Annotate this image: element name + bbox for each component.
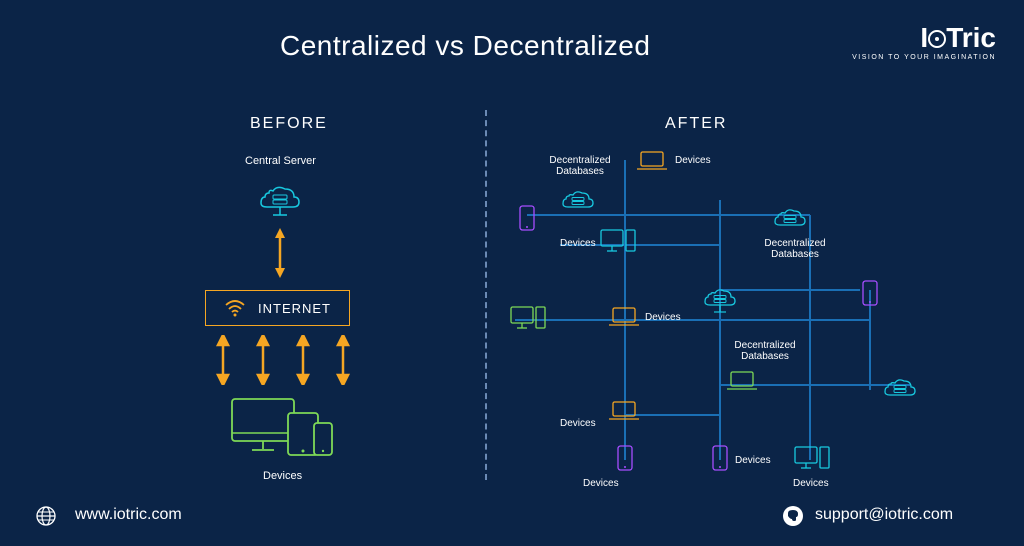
cloud-db-icon <box>558 182 598 216</box>
cloud-db-icon-4 <box>880 370 920 404</box>
brand-logo: I IoTricTric VISION TO YOUR IMAGINATION <box>852 22 996 61</box>
brand-tagline: VISION TO YOUR IMAGINATION <box>852 54 996 61</box>
before-heading: BEFORE <box>250 115 328 133</box>
cloud-server-icon <box>255 175 305 219</box>
devices-label-4: Devices <box>560 418 596 429</box>
arrows-down-icon <box>213 335 353 385</box>
brand-name: I IoTricTric <box>852 22 996 54</box>
internet-label: INTERNET <box>258 301 331 316</box>
desktop-icon-3 <box>794 445 830 471</box>
email-link[interactable]: support@iotric.com <box>815 506 953 524</box>
website-link[interactable]: www.iotric.com <box>75 506 182 524</box>
globe-icon <box>35 505 57 527</box>
devices-label-6: Devices <box>735 455 771 466</box>
phone-icon-4 <box>712 445 728 471</box>
internet-box: INTERNET <box>205 290 350 326</box>
devices-label-top: Devices <box>675 155 711 166</box>
db-label-1: Decentralized Databases <box>540 155 620 177</box>
laptop-icon-4 <box>608 400 640 422</box>
db-label-2: Decentralized Databases <box>755 238 835 260</box>
devices-label-2: Devices <box>560 238 596 249</box>
desktop-icon <box>600 228 636 254</box>
wifi-icon <box>224 299 246 317</box>
desktop-icon-2 <box>510 305 546 331</box>
central-server-label: Central Server <box>245 155 316 167</box>
after-heading: AFTER <box>665 115 727 133</box>
devices-label-5: Devices <box>583 478 619 489</box>
arrow-bidirectional-icon <box>270 228 290 278</box>
devices-label: Devices <box>263 470 302 482</box>
cloud-db-icon-3 <box>700 280 740 314</box>
devices-label-7: Devices <box>793 478 829 489</box>
cloud-db-icon-2 <box>770 200 810 234</box>
devices-group-icon <box>228 395 338 465</box>
divider <box>485 110 487 480</box>
support-icon <box>782 505 804 527</box>
phone-icon-3 <box>617 445 633 471</box>
db-label-3: Decentralized Databases <box>725 340 805 362</box>
laptop-icon-3 <box>726 370 758 392</box>
laptop-icon-2 <box>608 306 640 328</box>
devices-label-3: Devices <box>645 312 681 323</box>
laptop-icon <box>636 150 668 172</box>
page-title: Centralized vs Decentralized <box>280 30 650 62</box>
phone-icon <box>519 205 535 231</box>
phone-icon-2 <box>862 280 878 306</box>
